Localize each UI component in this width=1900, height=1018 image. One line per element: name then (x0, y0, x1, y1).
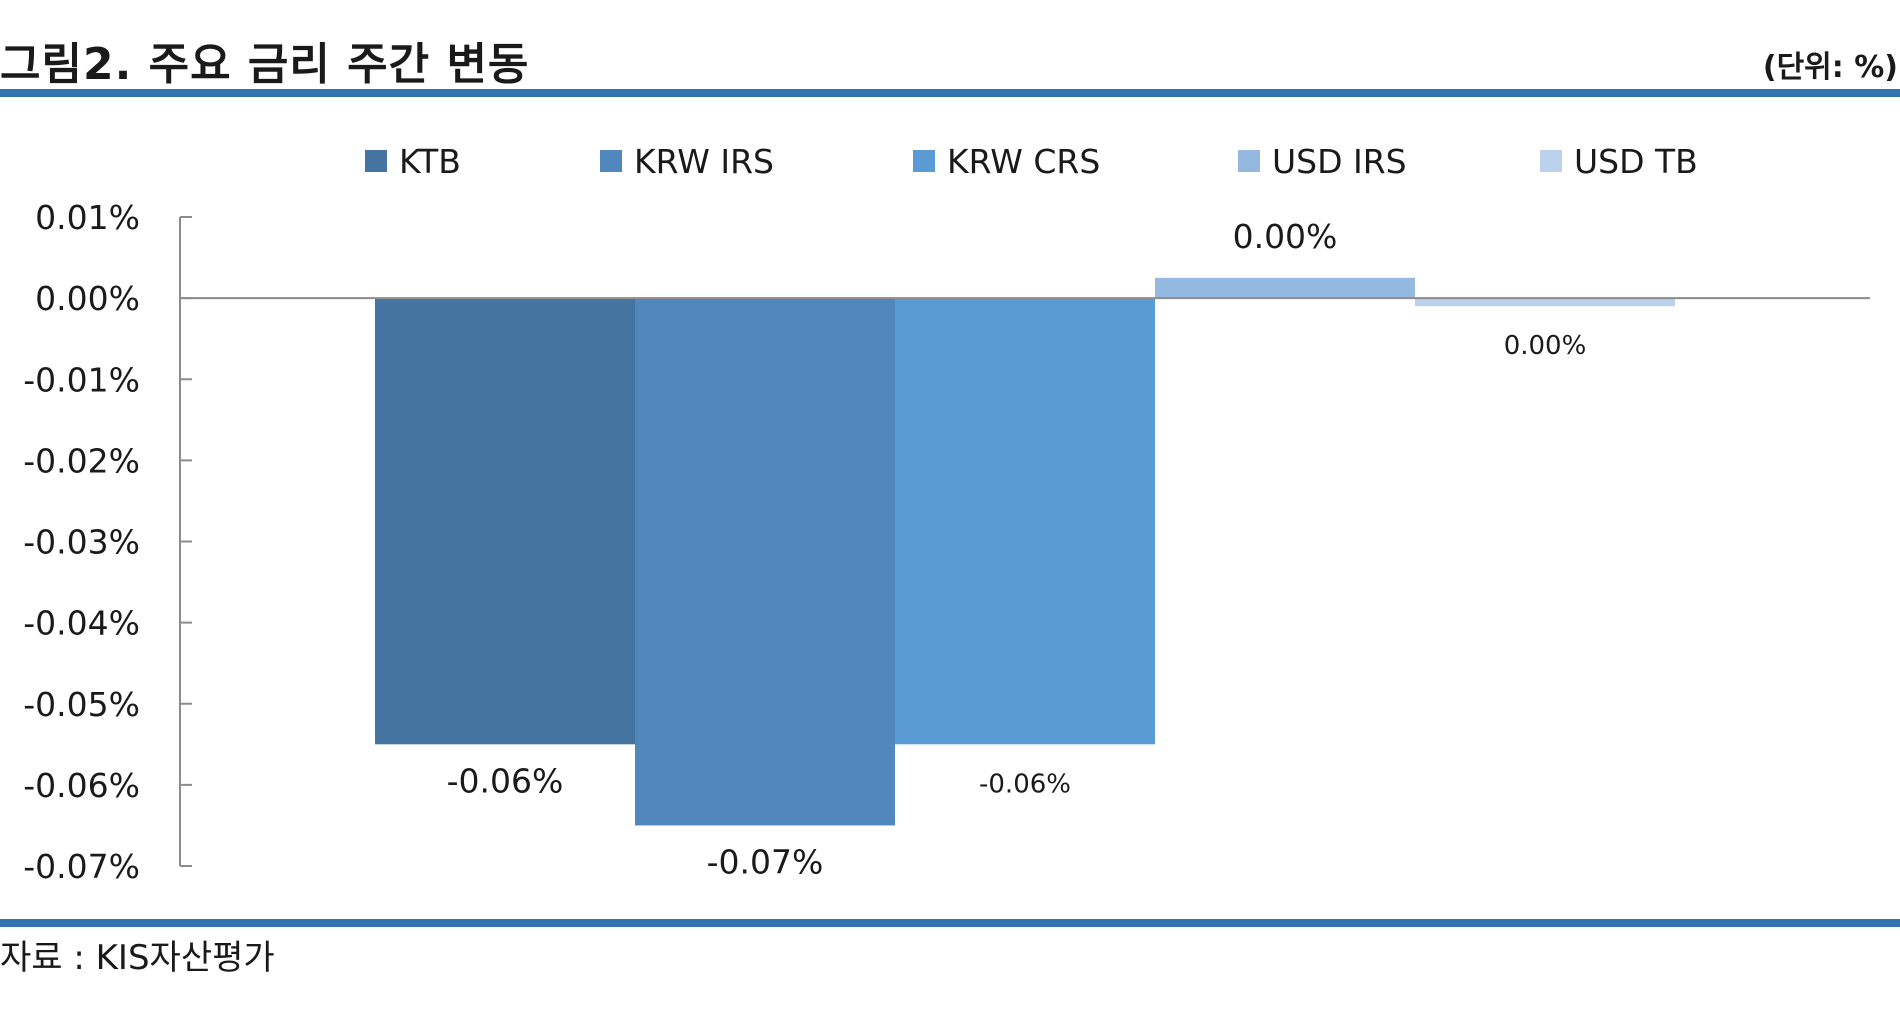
top-divider (0, 89, 1900, 97)
data-labels: -0.06% -0.07% -0.06% 0.00% 0.00% (447, 217, 1587, 882)
legend-label: KRW IRS (634, 142, 774, 181)
legend-swatch (1238, 150, 1260, 172)
y-tick-label: -0.07% (23, 847, 140, 886)
y-tick-label: -0.01% (23, 360, 140, 399)
bar-usd-tb (1415, 298, 1675, 307)
legend-swatch (1540, 150, 1562, 172)
legend-label: USD IRS (1272, 142, 1407, 181)
y-tick-label: -0.06% (23, 766, 140, 805)
bottom-divider (0, 919, 1900, 927)
data-label: -0.07% (707, 842, 824, 881)
legend-swatch (365, 150, 387, 172)
source-note: 자료 : KIS자산평가 (0, 938, 275, 978)
data-label: 0.00% (1233, 217, 1338, 256)
legend-swatch (913, 150, 935, 172)
data-label: -0.06% (447, 761, 564, 800)
data-label: -0.06% (979, 769, 1071, 799)
y-tick-label: 0.00% (35, 279, 140, 318)
figure-title: 그림2. 주요 금리 주간 변동 (0, 39, 530, 90)
legend-label: USD TB (1574, 142, 1698, 181)
data-label: 0.00% (1504, 331, 1587, 361)
bar-chart: KTB KRW IRS KRW CRS USD IRS USD TB 0.01% 0.00… (23, 142, 1870, 886)
y-axis: 0.01% 0.00% -0.01% -0.02% -0.03% -0.04% -0.05%… (23, 198, 192, 886)
legend-label: KRW CRS (947, 142, 1100, 181)
bars (375, 277, 1675, 826)
bar-krw-irs (635, 298, 895, 826)
bar-ktb (375, 298, 635, 745)
unit-label: (단위: %) (1762, 50, 1898, 85)
legend-label: KTB (399, 142, 461, 181)
legend-swatch (600, 150, 622, 172)
bar-usd-irs (1155, 277, 1415, 299)
y-tick-label: -0.03% (23, 523, 140, 562)
legend: KTB KRW IRS KRW CRS USD IRS USD TB (365, 142, 1698, 181)
y-tick-label: 0.01% (35, 198, 140, 237)
y-tick-label: -0.05% (23, 685, 140, 724)
bar-krw-crs (895, 298, 1155, 745)
y-tick-label: -0.04% (23, 604, 140, 643)
y-tick-label: -0.02% (23, 441, 140, 480)
